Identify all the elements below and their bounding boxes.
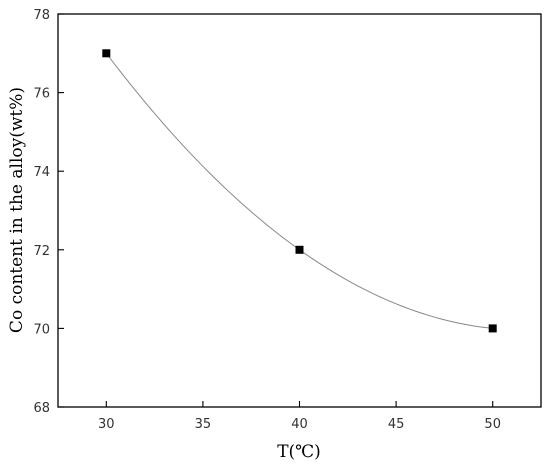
data-point [488, 324, 497, 333]
y-tick-label: 76 [33, 87, 50, 102]
data-point [102, 49, 111, 58]
plot-frame [57, 13, 542, 408]
x-tick-label: 30 [98, 417, 115, 432]
markers [102, 49, 497, 333]
x-axis-title: T(℃) [277, 442, 321, 462]
ticks [58, 13, 494, 408]
tick-labels: 30 35 40 45 50 68 70 72 74 76 78 [33, 8, 501, 432]
y-tick-label: 70 [33, 322, 50, 337]
x-tick-label: 40 [291, 417, 308, 432]
x-tick-label: 45 [388, 417, 405, 432]
x-tick-label: 50 [484, 417, 501, 432]
data-point [295, 245, 304, 254]
y-tick-label: 78 [33, 8, 50, 23]
y-tick-label: 72 [33, 244, 50, 259]
x-tick-label: 35 [195, 417, 212, 432]
y-tick-label: 74 [33, 165, 50, 180]
fit-curve [105, 52, 493, 329]
y-axis-title: Co content in the alloy(wt%) [7, 87, 27, 333]
y-tick-label: 68 [33, 401, 50, 416]
